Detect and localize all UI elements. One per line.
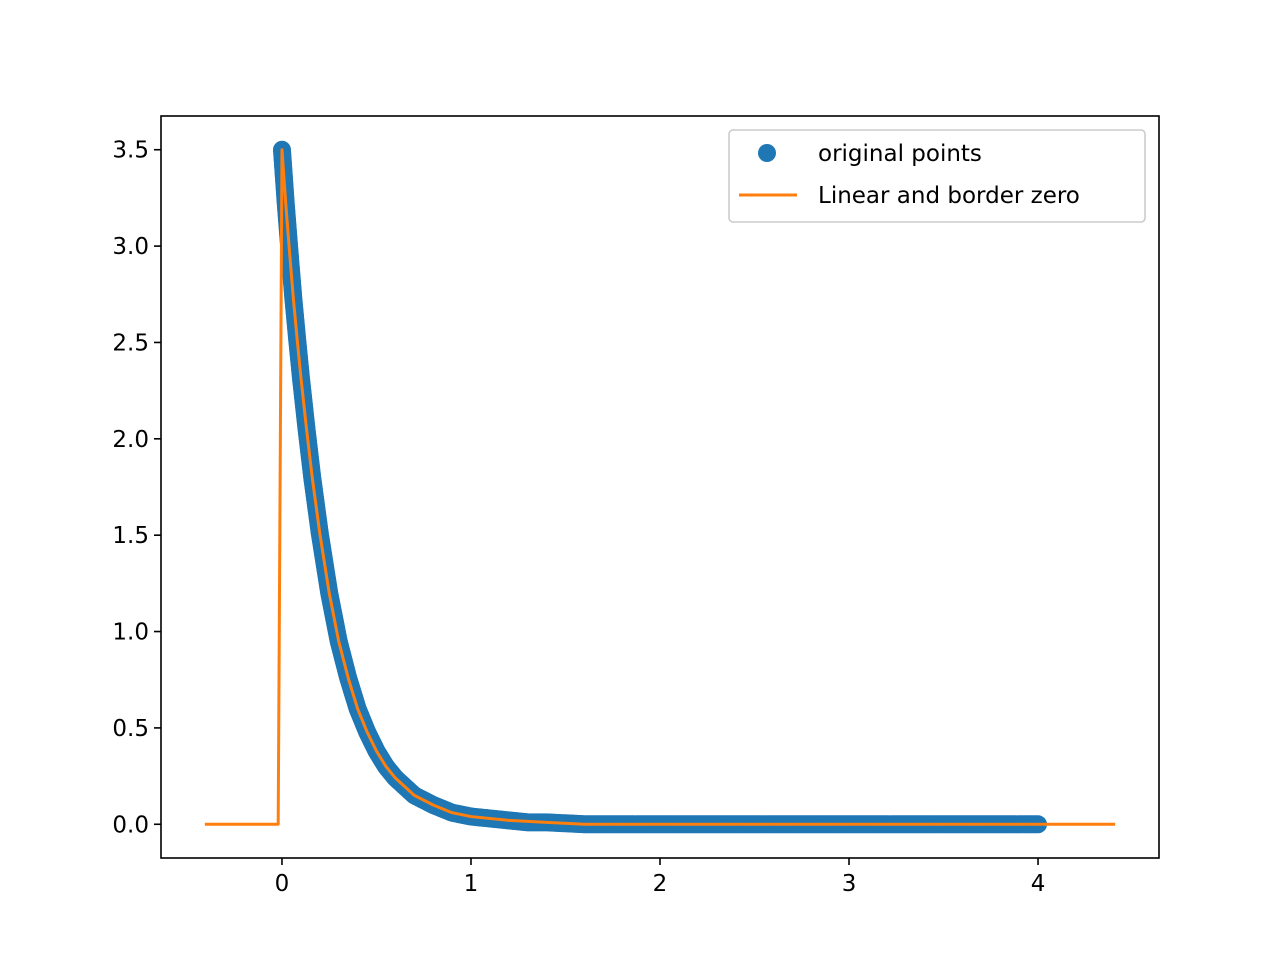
series-line-linear-border-zero [204, 148, 1116, 826]
y-tick-label-3: 1.5 [112, 523, 149, 549]
y-tick-label-7: 3.5 [112, 138, 149, 164]
x-tick-label-4: 4 [1031, 871, 1046, 897]
y-tick-label-2: 1.0 [112, 620, 149, 646]
y-axis: 0.0 0.5 1.0 1.5 2.0 2.5 3.0 3.5 [112, 138, 161, 838]
plot-area [204, 140, 1116, 834]
y-tick-label-4: 2.0 [112, 427, 149, 453]
y-tick-label-0: 0.0 [112, 812, 149, 838]
x-tick-label-2: 2 [653, 871, 668, 897]
x-tick-label-0: 0 [275, 871, 290, 897]
y-tick-label-1: 0.5 [112, 716, 149, 742]
x-tick-label-1: 1 [464, 871, 479, 897]
y-tick-label-6: 3.0 [112, 234, 149, 260]
legend-label-original-points: original points [818, 141, 982, 167]
legend-frame [728, 129, 1146, 223]
legend: original points Linear and border zero [728, 129, 1146, 223]
x-tick-label-3: 3 [842, 871, 857, 897]
y-tick-label-5: 2.5 [112, 330, 149, 356]
legend-label-linear-border-zero: Linear and border zero [818, 183, 1080, 209]
x-axis: 0 1 2 3 4 [275, 858, 1046, 897]
legend-marker-original-points [758, 144, 776, 162]
